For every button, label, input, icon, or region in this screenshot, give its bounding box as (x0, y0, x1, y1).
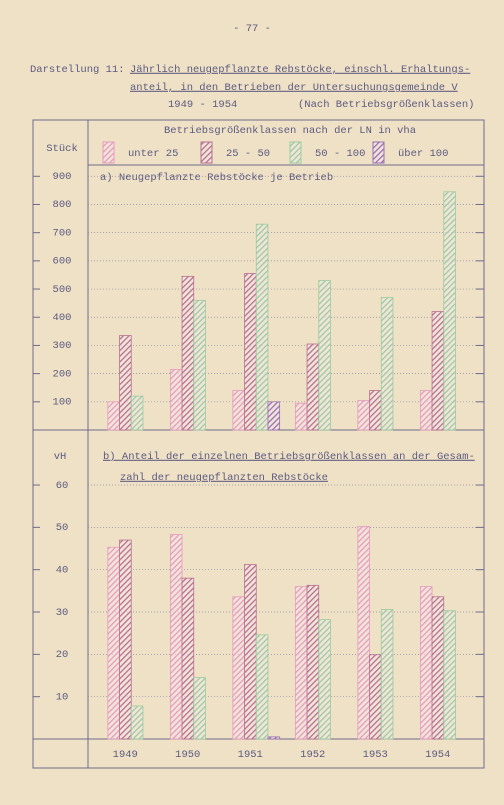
bar (244, 273, 257, 431)
x-tick-label: 1953 (363, 749, 388, 761)
page-number: - 77 - (233, 23, 271, 35)
bar (181, 275, 195, 431)
bar (318, 619, 331, 740)
bar (119, 539, 132, 740)
y-tick-label: 50 (56, 522, 69, 534)
bar (267, 401, 281, 431)
outer-frame (32, 119, 485, 769)
bar (181, 577, 195, 740)
y-tick-label: 400 (53, 312, 72, 324)
panel-subtitle: a) Neugepflanzte Rebstöcke je Betrieb (100, 172, 333, 184)
bar (306, 584, 320, 740)
x-tick-label: 1954 (425, 749, 450, 761)
y-label: Stück (46, 143, 78, 155)
bar (193, 677, 206, 740)
legend-title: Betriebsgrößenklassen nach der LN in vha (164, 125, 416, 137)
panel-subtitle: zahl der neugepflanzten Rebstöcke (120, 472, 328, 484)
caption-line: anteil, in den Betrieben der Untersuchun… (130, 82, 458, 94)
caption-line: Jährlich neugepflanzte Rebstöcke, einsch… (130, 64, 470, 76)
bar (318, 280, 331, 431)
bar (232, 596, 245, 740)
legend-label: unter 25 (128, 148, 178, 160)
y-tick-label: 30 (56, 607, 69, 619)
y-tick-label: 300 (53, 340, 72, 352)
bar (232, 390, 245, 431)
bar (244, 564, 257, 740)
y-tick-label: 900 (53, 171, 72, 183)
bar (380, 297, 394, 431)
panel-subtitle: b) Anteil der einzelnen Betriebsgrößenkl… (103, 451, 475, 463)
legend-label: 50 - 100 (315, 148, 365, 160)
bar (267, 736, 281, 740)
bar (255, 634, 269, 740)
x-tick-label: 1952 (300, 749, 325, 761)
bar (380, 609, 394, 740)
x-tick-label: 1949 (113, 749, 138, 761)
bar (169, 368, 183, 431)
bar (443, 610, 456, 740)
y-tick-label: 600 (53, 256, 72, 268)
caption-note: (Nach Betriebsgrößenklassen) (298, 99, 474, 111)
y-tick-label: 800 (53, 199, 72, 211)
x-tick-label: 1950 (175, 749, 200, 761)
bar (130, 705, 144, 740)
caption-years: 1949 - 1954 (168, 99, 237, 111)
bar (294, 586, 308, 740)
bar (431, 596, 445, 740)
bar (357, 399, 370, 431)
bar (306, 343, 320, 431)
bar (419, 390, 433, 431)
bar (107, 546, 120, 740)
bar (169, 534, 183, 740)
legend-label: 25 - 50 (226, 148, 270, 160)
legend-label: über 100 (398, 148, 448, 160)
y-tick-label: 10 (56, 691, 69, 703)
y-label: vH (54, 451, 67, 463)
bar (369, 654, 382, 740)
legend-swatch (372, 141, 385, 164)
legend-swatch (102, 141, 115, 164)
bar (294, 402, 308, 431)
legend-swatch (289, 141, 302, 164)
bar (431, 311, 445, 431)
bar (419, 586, 433, 740)
bar (193, 299, 206, 431)
y-tick-label: 40 (56, 564, 69, 576)
y-tick-label: 200 (53, 368, 72, 380)
y-tick-label: 500 (53, 284, 72, 296)
y-tick-label: 100 (53, 397, 72, 409)
bar (119, 335, 132, 431)
bar (130, 395, 144, 431)
y-tick-label: 20 (56, 649, 69, 661)
bar (443, 191, 456, 431)
x-tick-label: 1951 (238, 749, 263, 761)
bar (357, 526, 370, 740)
bar (255, 223, 269, 431)
bar (369, 390, 382, 431)
bar (107, 401, 120, 431)
y-tick-label: 60 (56, 480, 69, 492)
y-tick-label: 700 (53, 227, 72, 239)
legend-swatch (200, 141, 213, 164)
caption-label: Darstellung 11: (30, 64, 125, 76)
